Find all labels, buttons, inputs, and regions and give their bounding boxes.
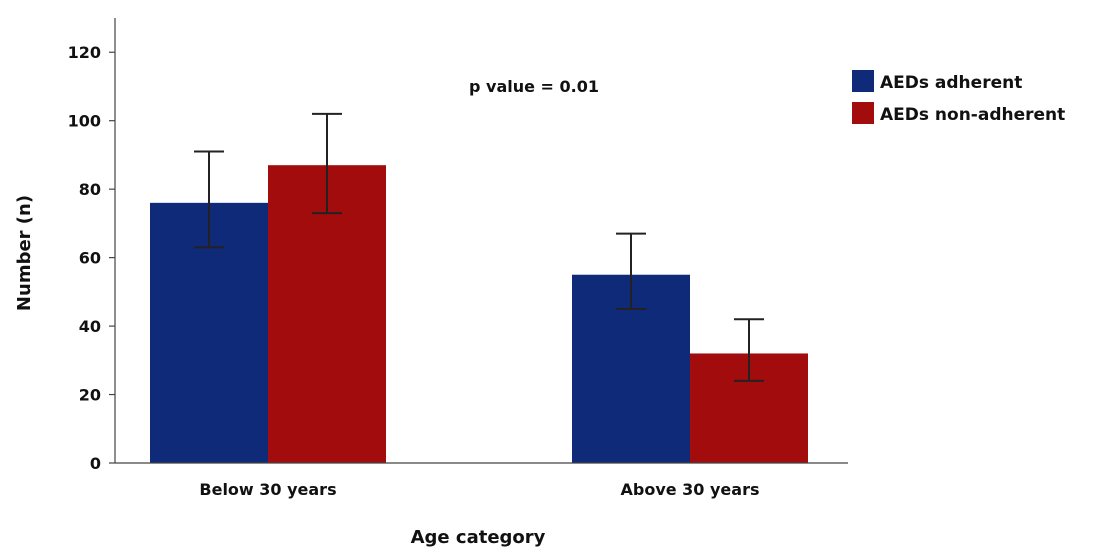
error-bars-layer [194, 112, 764, 382]
error-bar-adherent-below-30 [194, 150, 224, 249]
y-axis-title: Number (n) [14, 195, 35, 311]
legend-label-adherent: AEDs adherent [880, 73, 1022, 93]
legend: AEDs adherent AEDs non-adherent [852, 70, 1065, 125]
y-tick-label-40: 40 [79, 317, 101, 336]
legend-swatch-adherent [852, 70, 874, 92]
y-tick-label-20: 20 [79, 386, 101, 405]
x-axis-title: Age category [411, 527, 546, 548]
y-ticks: 0 20 40 60 80 100 120 [68, 43, 115, 473]
p-value-annotation: p value = 0.01 [469, 77, 599, 96]
y-tick-label-0: 0 [90, 454, 101, 473]
x-category-label-below-30: Below 30 years [199, 480, 336, 499]
error-bar-non-adherent-above-30 [734, 318, 764, 382]
error-bar-adherent-above-30 [616, 232, 646, 310]
bar-non-adherent-below-30 [268, 165, 386, 463]
error-bar-non-adherent-below-30 [312, 112, 342, 215]
y-tick-label-100: 100 [68, 112, 101, 131]
legend-swatch-non-adherent [852, 102, 874, 124]
y-tick-label-80: 80 [79, 180, 101, 199]
x-category-labels: Below 30 years Above 30 years [199, 480, 759, 499]
legend-label-non-adherent: AEDs non-adherent [880, 105, 1065, 125]
x-category-label-above-30: Above 30 years [620, 480, 759, 499]
y-tick-label-120: 120 [68, 43, 101, 62]
y-tick-label-60: 60 [79, 249, 101, 268]
bars-layer [150, 165, 808, 463]
